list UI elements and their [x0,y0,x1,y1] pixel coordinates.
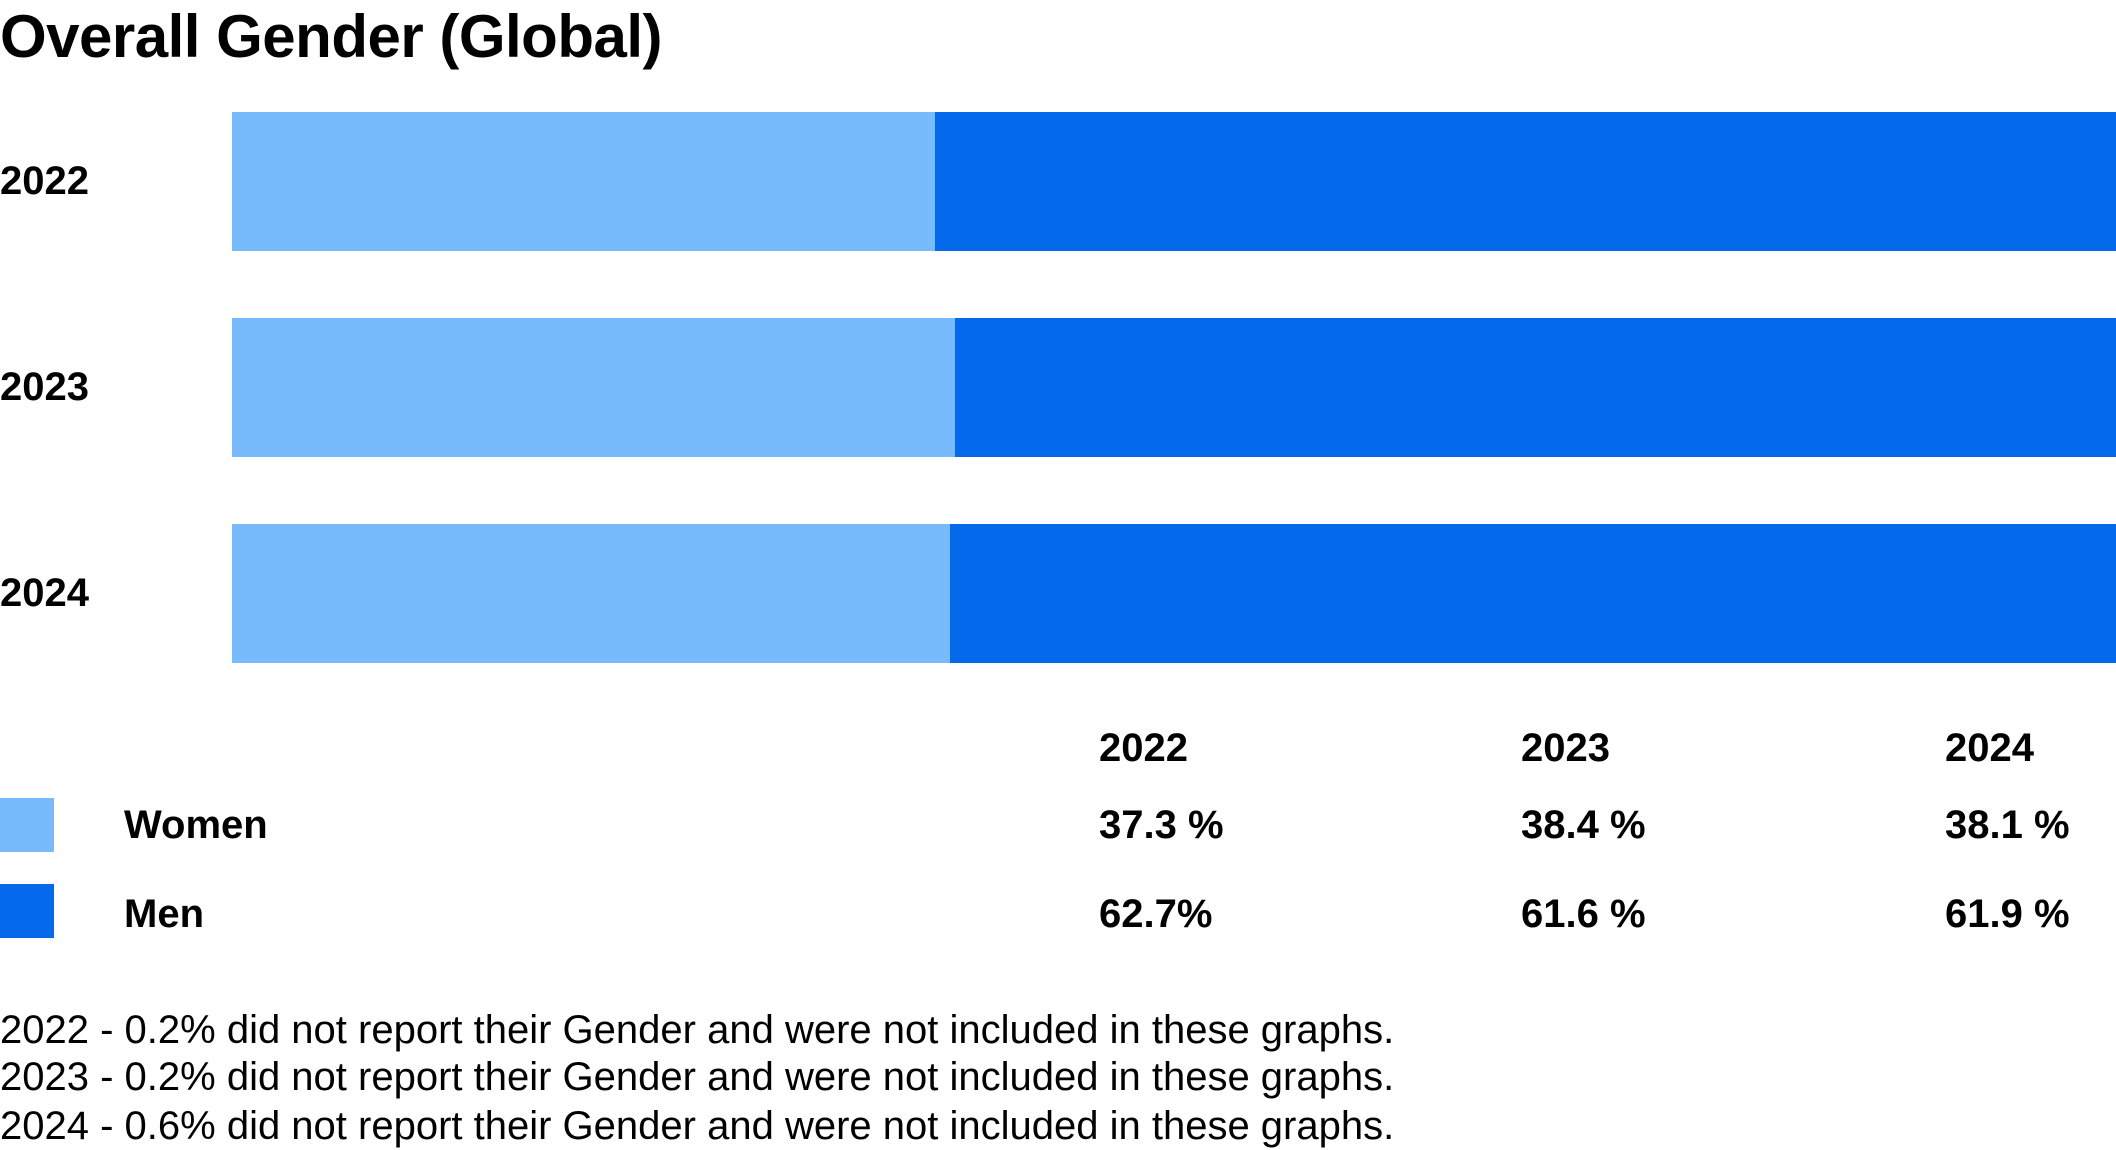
data-label: 61.6 % [1521,892,1646,936]
footnote: 2023 - 0.2% did not report their Gender … [0,1055,1395,1099]
chart-title: Overall Gender (Global) [0,3,663,70]
year-label: 2023 [0,365,89,409]
data-label: 62.7% [1099,892,1213,936]
data-label: 38.4 % [1521,803,1646,847]
bar-men [955,318,2116,457]
bar-men [949,524,2116,663]
bar-women [232,112,936,251]
bar-women [232,318,956,457]
data-label: 38.1 % [1945,803,2070,847]
table-header-year: 2022 [1099,726,1188,770]
legend-label-women: Women [124,803,268,847]
year-label: 2022 [0,159,89,203]
footnote: 2024 - 0.6% did not report their Gender … [0,1104,1395,1148]
data-label: 37.3 % [1099,803,1224,847]
table-header-year: 2023 [1521,726,1610,770]
legend-label-men: Men [124,892,204,936]
bar-men [934,112,2116,251]
data-label: 61.9 % [1945,892,2070,936]
legend-swatch-men [0,884,54,938]
table-header-year: 2024 [1945,726,2034,770]
legend-swatch-women [0,798,54,852]
year-label: 2024 [0,571,89,615]
bar-women [232,524,951,663]
footnote: 2022 - 0.2% did not report their Gender … [0,1008,1395,1052]
